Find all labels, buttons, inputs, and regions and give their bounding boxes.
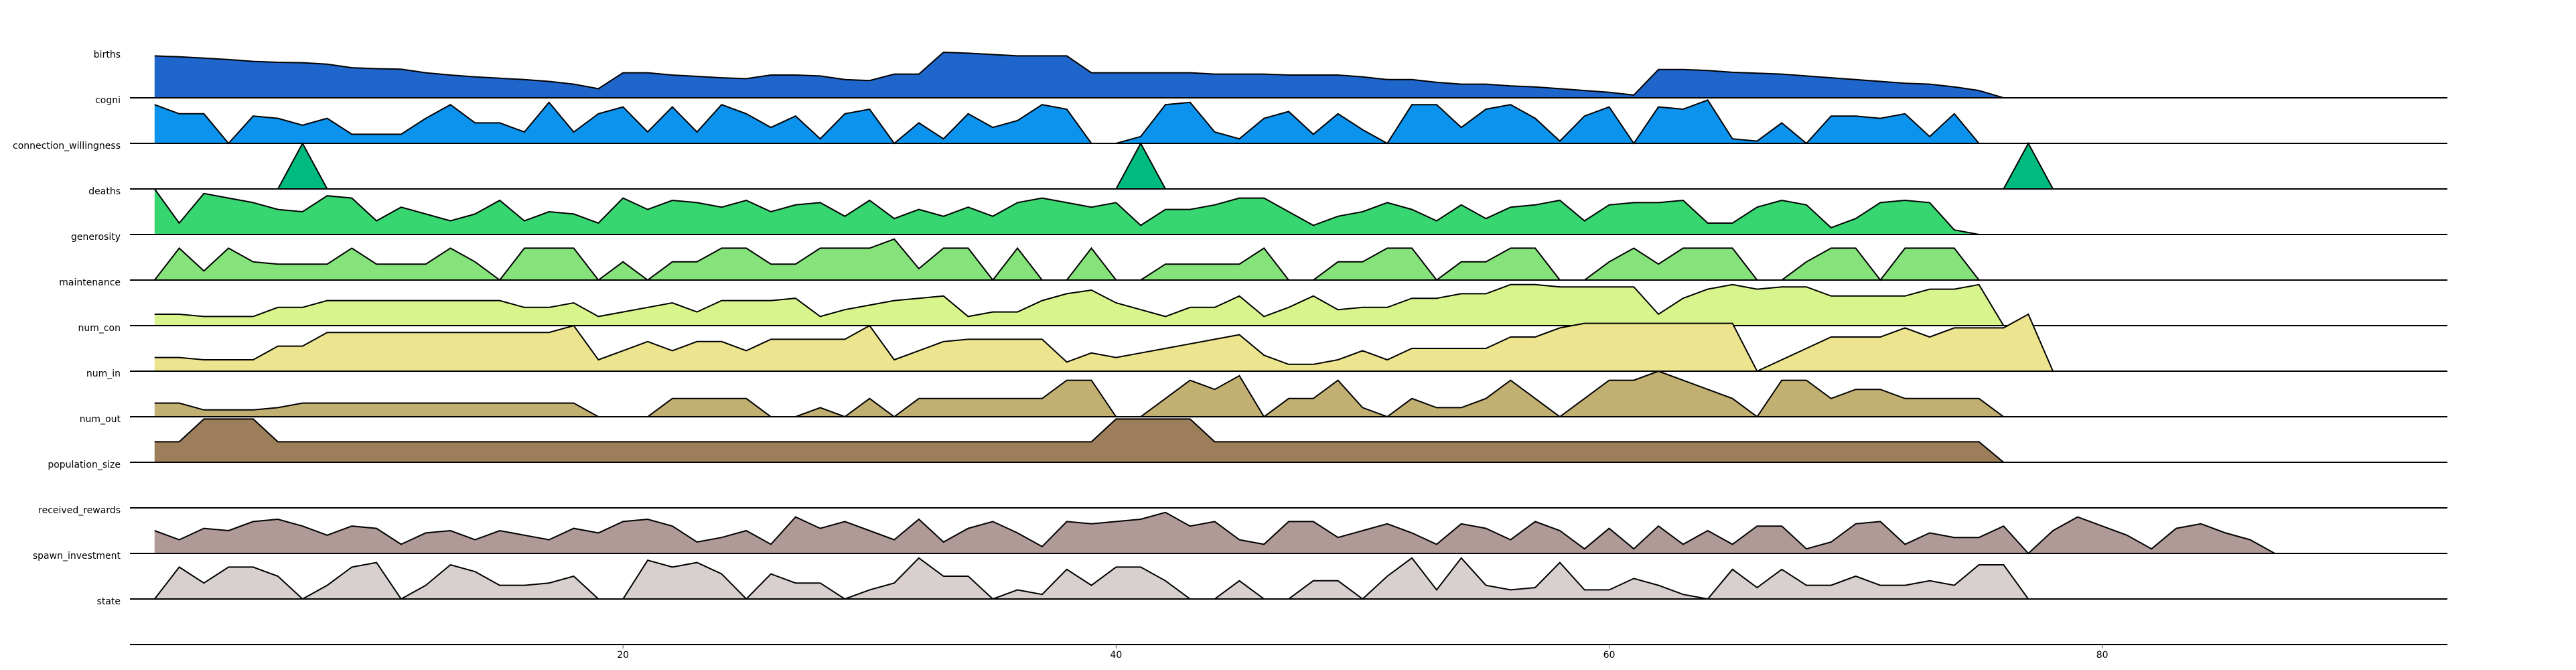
- area-cogni: [154, 100, 1979, 143]
- ridge-row-maintenance: maintenance: [59, 277, 2447, 326]
- ridge-row-connection-willingness: connection_willingness: [13, 141, 2447, 190]
- area-maintenance: [154, 284, 2004, 326]
- ridge-row-num-out: num_out: [80, 414, 2447, 463]
- series-label-num-in: num_in: [86, 368, 121, 379]
- line-deaths: [153, 188, 2447, 235]
- line-connection-willingness: [154, 141, 2447, 190]
- area-num-con: [154, 314, 2054, 371]
- ridge-row-received-rewards: received_rewards: [38, 505, 2447, 555]
- series-label-num-con: num_con: [78, 323, 121, 334]
- area-num-out: [154, 419, 2004, 462]
- line-generosity: [154, 238, 2447, 281]
- line-births: [154, 51, 2447, 98]
- line-maintenance: [154, 283, 2447, 326]
- ridge-row-state: state: [97, 596, 2447, 645]
- series-label-state: state: [97, 596, 121, 607]
- series-label-maintenance: maintenance: [59, 277, 121, 288]
- series-label-generosity: generosity: [71, 232, 121, 243]
- area-connection-willingness: [154, 143, 2054, 189]
- x-axis: 20 40 60 80: [617, 645, 2108, 661]
- ridge-row-num-con: num_con: [78, 313, 2447, 373]
- x-tick-label: 40: [1110, 650, 1122, 661]
- area-spawn-investment: [154, 557, 2029, 599]
- ridge-row-num-in: num_in: [86, 368, 2447, 418]
- line-cogni: [154, 99, 2447, 145]
- ridge-row-spawn-investment: spawn_investment: [33, 551, 2447, 600]
- series-label-population-size: population_size: [48, 460, 121, 470]
- x-tick-label: 20: [617, 650, 629, 661]
- series-label-cogni: cogni: [95, 95, 121, 106]
- area-births: [154, 52, 2004, 98]
- ridge-row-generosity: generosity: [71, 232, 2447, 281]
- line-received-rewards: [154, 511, 2447, 555]
- series-label-spawn-investment: spawn_investment: [33, 551, 121, 561]
- series-label-received-rewards: received_rewards: [38, 505, 121, 516]
- series-label-connection-willingness: connection_willingness: [13, 141, 121, 151]
- area-generosity: [154, 239, 1979, 280]
- series-label-deaths: deaths: [88, 186, 121, 197]
- x-tick-label: 80: [2096, 650, 2108, 661]
- area-num-in: [154, 371, 2004, 417]
- area-deaths: [154, 189, 1979, 234]
- ridge-row-births: births: [94, 50, 2447, 98]
- ridge-row-cogni: cogni: [95, 95, 2447, 145]
- ridge-row-deaths: deaths: [88, 186, 2447, 235]
- x-tick-label: 60: [1603, 650, 1616, 661]
- ridge-row-population-size: population_size: [48, 460, 2447, 509]
- series-label-births: births: [94, 50, 121, 60]
- line-num-out: [154, 418, 2447, 463]
- line-num-in: [154, 370, 2447, 418]
- area-received-rewards: [154, 512, 2275, 553]
- series-label-num-out: num_out: [80, 414, 121, 425]
- line-spawn-investment: [154, 557, 2447, 600]
